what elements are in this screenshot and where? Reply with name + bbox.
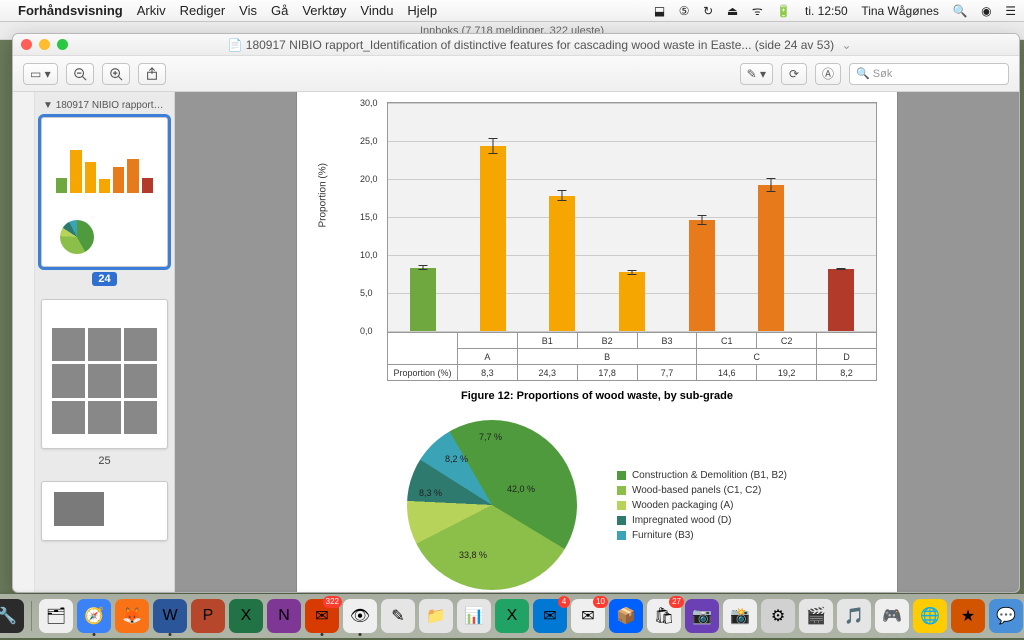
- zoom-button[interactable]: [57, 39, 68, 50]
- dock-app[interactable]: ⚙: [761, 599, 795, 633]
- preview-window: 📄 180917 NIBIO rapport_Identification of…: [12, 33, 1020, 593]
- toolbar: ▭ ▾ ✎ ▾ ⟳ Ⓐ 🔍 Søk: [13, 56, 1019, 92]
- dock-app[interactable]: P: [191, 599, 225, 633]
- y-axis-label: Proportion (%): [318, 163, 329, 227]
- window-title-text: 180917 NIBIO rapport_Identification of d…: [246, 38, 834, 52]
- minimize-button[interactable]: [39, 39, 50, 50]
- search-icon: 🔍: [856, 67, 870, 80]
- window-titlebar[interactable]: 📄 180917 NIBIO rapport_Identification of…: [13, 34, 1019, 56]
- dock-app[interactable]: 📸: [723, 599, 757, 633]
- dock-app[interactable]: ✉4: [533, 599, 567, 633]
- dock-app[interactable]: W: [153, 599, 187, 633]
- shield-icon[interactable]: ⑤: [679, 4, 690, 18]
- highlight-button[interactable]: ✎ ▾: [740, 63, 773, 85]
- eject-icon[interactable]: ⏏: [727, 4, 738, 18]
- dock-app[interactable]: 🔧: [0, 599, 24, 633]
- menu-verktoy[interactable]: Verktøy: [302, 3, 346, 18]
- dock-app[interactable]: 🎵: [837, 599, 871, 633]
- menu-vindu[interactable]: Vindu: [360, 3, 393, 18]
- page-number-24: 24: [92, 272, 116, 286]
- dock-app[interactable]: 📊: [457, 599, 491, 633]
- document-viewport[interactable]: Proportion (%) 0,05,010,015,020,025,030,…: [175, 92, 1019, 592]
- dock-app[interactable]: 🎬: [799, 599, 833, 633]
- legend-item: Impregnated wood (D): [617, 515, 787, 526]
- share-button[interactable]: [138, 63, 166, 85]
- thumbnail-sidebar[interactable]: ▼ 180917 NIBIO rapport_Identifi... 24 25: [35, 92, 175, 592]
- bar-B1: [480, 146, 506, 331]
- dock-app[interactable]: 🦊: [115, 599, 149, 633]
- siri-icon[interactable]: ◉: [981, 4, 991, 18]
- bar-B3: [619, 272, 645, 331]
- search-input[interactable]: 🔍 Søk: [849, 63, 1009, 85]
- rotate-button[interactable]: ⟳: [781, 63, 807, 85]
- close-button[interactable]: [21, 39, 32, 50]
- page-thumbnail-24[interactable]: [41, 117, 168, 267]
- dock-app[interactable]: ✉10: [571, 599, 605, 633]
- legend-item: Wood-based panels (C1, C2): [617, 485, 787, 496]
- dock-app[interactable]: X: [229, 599, 263, 633]
- dock-app[interactable]: X: [495, 599, 529, 633]
- notification-center-icon[interactable]: ☰: [1005, 4, 1016, 18]
- dock-app[interactable]: 👁: [343, 599, 377, 633]
- dropbox-icon[interactable]: ⬓: [654, 4, 665, 18]
- app-name[interactable]: Forhåndsvisning: [18, 3, 123, 18]
- dock[interactable]: 😀🧭🚀📇🗓⏱🔧🗂🧭🦊WPXN✉322👁✎📁📊X✉4✉10📦🛍27📷📸⚙🎬🎵🎮🌐★…: [0, 594, 1024, 638]
- dock-app[interactable]: 💬: [989, 599, 1023, 633]
- dock-app[interactable]: ✉322: [305, 599, 339, 633]
- page-number-25: 25: [41, 455, 168, 467]
- dock-app[interactable]: 🎮: [875, 599, 909, 633]
- menubar[interactable]: Forhåndsvisning Arkiv Rediger Vis Gå Ver…: [0, 0, 1024, 22]
- markup-button[interactable]: Ⓐ: [815, 63, 841, 85]
- dock-app[interactable]: 📦: [609, 599, 643, 633]
- search-placeholder: Søk: [873, 68, 893, 80]
- menu-ga[interactable]: Gå: [271, 3, 288, 18]
- legend-item: Construction & Demolition (B1, B2): [617, 470, 787, 481]
- dock-app[interactable]: N: [267, 599, 301, 633]
- pie-chart: 42,0 %33,8 %8,3 %8,2 %7,7 % Construction…: [317, 420, 877, 590]
- finder-sidebar-strip: [13, 92, 35, 592]
- bar-A: [410, 268, 436, 331]
- dock-app[interactable]: 📷: [685, 599, 719, 633]
- clock[interactable]: ti. 12:50: [805, 4, 848, 18]
- menu-rediger[interactable]: Rediger: [180, 3, 226, 18]
- bar-chart: Proportion (%) 0,05,010,015,020,025,030,…: [357, 102, 877, 382]
- traffic-lights: [21, 39, 68, 50]
- spotlight-icon[interactable]: 🔍: [953, 4, 968, 18]
- dock-app[interactable]: 🗂: [39, 599, 73, 633]
- zoom-in-button[interactable]: [102, 63, 130, 85]
- zoom-out-button[interactable]: [66, 63, 94, 85]
- user-name[interactable]: Tina Wågønes: [861, 4, 939, 18]
- menubar-status: ⬓ ⑤ ↻ ⏏ ᯤ 🔋 ti. 12:50 Tina Wågønes 🔍 ◉ ☰: [644, 2, 1016, 19]
- page-thumbnail-26[interactable]: [41, 481, 168, 541]
- legend-item: Wooden packaging (A): [617, 500, 787, 511]
- pie-legend: Construction & Demolition (B1, B2) Wood-b…: [617, 466, 787, 545]
- battery-icon[interactable]: 🔋: [776, 4, 791, 18]
- view-mode-button[interactable]: ▭ ▾: [23, 63, 58, 85]
- dock-app[interactable]: 🌐: [913, 599, 947, 633]
- bar-C2: [758, 185, 784, 331]
- wifi-icon[interactable]: ᯤ: [752, 4, 763, 18]
- menu-hjelp[interactable]: Hjelp: [407, 3, 437, 18]
- page-thumbnail-25[interactable]: [41, 299, 168, 449]
- legend-item: Furniture (B3): [617, 530, 787, 541]
- dock-app[interactable]: 📁: [419, 599, 453, 633]
- dock-app[interactable]: ★: [951, 599, 985, 633]
- menu-vis[interactable]: Vis: [239, 3, 257, 18]
- menu-arkiv[interactable]: Arkiv: [137, 3, 166, 18]
- dock-app[interactable]: ✎: [381, 599, 415, 633]
- dock-app[interactable]: 🛍27: [647, 599, 681, 633]
- bar-B2: [549, 196, 575, 331]
- document-icon: 📄: [227, 38, 242, 52]
- sync-icon[interactable]: ↻: [703, 4, 713, 18]
- sidebar-filename: ▼ 180917 NIBIO rapport_Identifi...: [43, 100, 168, 111]
- chevron-down-icon[interactable]: ⌄: [841, 38, 851, 52]
- dock-app[interactable]: 🧭: [77, 599, 111, 633]
- bar-C1: [689, 220, 715, 331]
- figure-caption: Figure 12: Proportions of wood waste, by…: [317, 390, 877, 402]
- bar-D: [828, 269, 854, 331]
- document-page: Proportion (%) 0,05,010,015,020,025,030,…: [297, 92, 897, 592]
- window-title: 📄 180917 NIBIO rapport_Identification of…: [68, 38, 1011, 52]
